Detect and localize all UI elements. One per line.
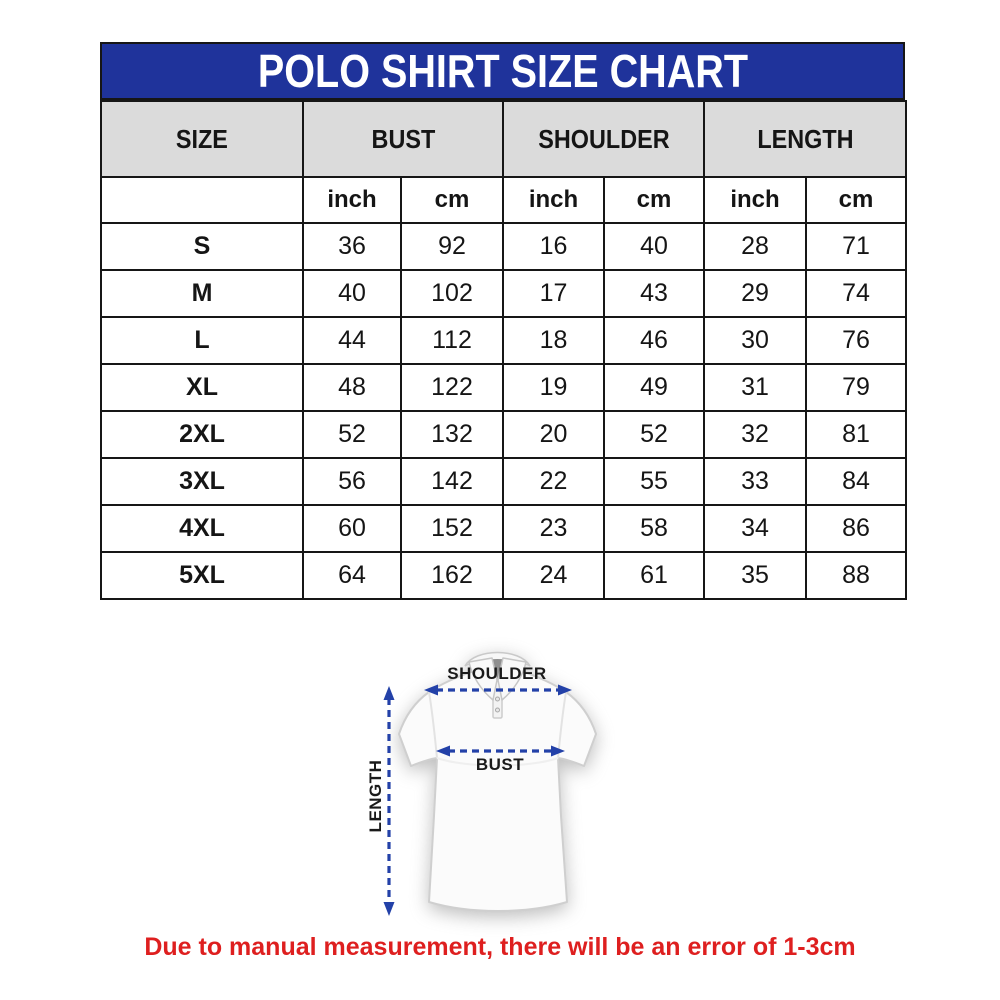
measurement-cell: 48 bbox=[302, 363, 402, 412]
table-row: S 36 92 16 40 28 71 bbox=[100, 222, 908, 271]
measurement-cell: 40 bbox=[302, 269, 402, 318]
measurement-cell: 52 bbox=[302, 410, 402, 459]
measurement-cell: 152 bbox=[400, 504, 504, 553]
measurement-cell: 33 bbox=[703, 457, 807, 506]
button bbox=[495, 696, 500, 702]
chart-title-banner: POLO SHIRT SIZE CHART bbox=[100, 42, 905, 100]
size-cell: XL bbox=[100, 363, 304, 412]
page-title: POLO SHIRT SIZE CHART bbox=[257, 45, 748, 97]
size-cell: L bbox=[100, 316, 304, 365]
bust-label: BUST bbox=[475, 755, 525, 774]
shoulder-arrow bbox=[424, 684, 572, 696]
table-row: 4XL 60 152 23 58 34 86 bbox=[100, 504, 908, 553]
measurement-cell: 40 bbox=[603, 222, 705, 271]
measurement-cell: 32 bbox=[703, 410, 807, 459]
measurement-cell: 22 bbox=[502, 457, 605, 506]
unit-header-length-cm: cm bbox=[804, 176, 908, 224]
measurement-cell: 122 bbox=[400, 363, 504, 412]
unit-header-bust-inch: inch bbox=[302, 176, 402, 224]
size-cell: 5XL bbox=[100, 551, 304, 600]
measurement-cell: 30 bbox=[703, 316, 807, 365]
unit-header-length-inch: inch bbox=[703, 176, 807, 224]
measurement-cell: 20 bbox=[502, 410, 605, 459]
column-header-length: LENGTH bbox=[702, 100, 908, 178]
button bbox=[495, 707, 500, 713]
measurement-cell: 29 bbox=[703, 269, 807, 318]
table-header-row: SIZE BUST SHOULDER LENGTH bbox=[100, 100, 908, 178]
size-cell: S bbox=[100, 222, 304, 271]
left-armhole-seam bbox=[428, 691, 438, 759]
table-row: M 40 102 17 43 29 74 bbox=[100, 269, 908, 318]
measurement-cell: 36 bbox=[302, 222, 402, 271]
measurement-cell: 162 bbox=[400, 551, 504, 600]
measurement-cell: 58 bbox=[603, 504, 705, 553]
measurement-cell: 92 bbox=[400, 222, 504, 271]
measurement-cell: 60 bbox=[302, 504, 402, 553]
measurement-cell: 55 bbox=[603, 457, 705, 506]
size-cell: M bbox=[100, 269, 304, 318]
measurement-cell: 81 bbox=[804, 410, 908, 459]
measurement-cell: 61 bbox=[603, 551, 705, 600]
chest-shading bbox=[436, 757, 559, 767]
length-label: LENGTH bbox=[366, 759, 385, 833]
measurement-cell: 76 bbox=[804, 316, 908, 365]
measurement-cell: 79 bbox=[804, 363, 908, 412]
unit-header-shoulder-cm: cm bbox=[603, 176, 705, 224]
measurement-arrows bbox=[383, 684, 572, 916]
measurement-cell: 64 bbox=[302, 551, 402, 600]
length-arrow bbox=[383, 686, 395, 916]
measurement-cell: 44 bbox=[302, 316, 402, 365]
measurement-cell: 23 bbox=[502, 504, 605, 553]
table-row: L 44 112 18 46 30 76 bbox=[100, 316, 908, 365]
size-chart-table: SIZE BUST SHOULDER LENGTH inch cm inch c… bbox=[100, 100, 908, 600]
unit-header-bust-cm: cm bbox=[400, 176, 504, 224]
table-row: 2XL 52 132 20 52 32 81 bbox=[100, 410, 908, 459]
measurement-cell: 43 bbox=[603, 269, 705, 318]
measurement-cell: 142 bbox=[400, 457, 504, 506]
table-row: XL 48 122 19 49 31 79 bbox=[100, 363, 908, 412]
measurement-cell: 18 bbox=[502, 316, 605, 365]
measurement-cell: 102 bbox=[400, 269, 504, 318]
shoulder-label: SHOULDER bbox=[447, 664, 547, 683]
measurement-cell: 35 bbox=[703, 551, 807, 600]
table-units-row: inch cm inch cm inch cm bbox=[100, 176, 908, 224]
column-header-bust: BUST bbox=[302, 100, 504, 178]
measurement-cell: 74 bbox=[804, 269, 908, 318]
measurement-cell: 17 bbox=[502, 269, 605, 318]
unit-header-shoulder-inch: inch bbox=[502, 176, 605, 224]
measurement-cell: 34 bbox=[703, 504, 807, 553]
measurement-cell: 28 bbox=[703, 222, 807, 271]
measurement-cell: 88 bbox=[804, 551, 908, 600]
size-cell: 4XL bbox=[100, 504, 304, 553]
measurement-cell: 86 bbox=[804, 504, 908, 553]
column-header-size: SIZE bbox=[100, 100, 304, 178]
size-cell: 3XL bbox=[100, 457, 304, 506]
measurement-cell: 112 bbox=[400, 316, 504, 365]
measurement-note: Due to manual measurement, there will be… bbox=[144, 933, 856, 961]
polo-shirt-diagram: SHOULDER BUST LENGTH bbox=[350, 642, 690, 934]
polo-shirt-image bbox=[398, 651, 597, 912]
table-row: 5XL 64 162 24 61 35 88 bbox=[100, 551, 908, 600]
measurement-cell: 16 bbox=[502, 222, 605, 271]
measurement-cell: 56 bbox=[302, 457, 402, 506]
measurement-cell: 31 bbox=[703, 363, 807, 412]
table-row: 3XL 56 142 22 55 33 84 bbox=[100, 457, 908, 506]
measurement-cell: 52 bbox=[603, 410, 705, 459]
measurement-cell: 132 bbox=[400, 410, 504, 459]
size-table-body: S 36 92 16 40 28 71 M 40 102 17 43 29 74 L 44 112 18 46 30 7… bbox=[100, 222, 908, 600]
measurement-cell: 46 bbox=[603, 316, 705, 365]
size-cell: 2XL bbox=[100, 410, 304, 459]
measurement-cell: 49 bbox=[603, 363, 705, 412]
measurement-cell: 71 bbox=[804, 222, 908, 271]
measurement-cell: 84 bbox=[804, 457, 908, 506]
units-empty-cell bbox=[100, 176, 304, 224]
measurement-cell: 19 bbox=[502, 363, 605, 412]
column-header-shoulder: SHOULDER bbox=[502, 100, 705, 178]
measurement-cell: 24 bbox=[502, 551, 605, 600]
bust-arrow bbox=[436, 745, 565, 757]
